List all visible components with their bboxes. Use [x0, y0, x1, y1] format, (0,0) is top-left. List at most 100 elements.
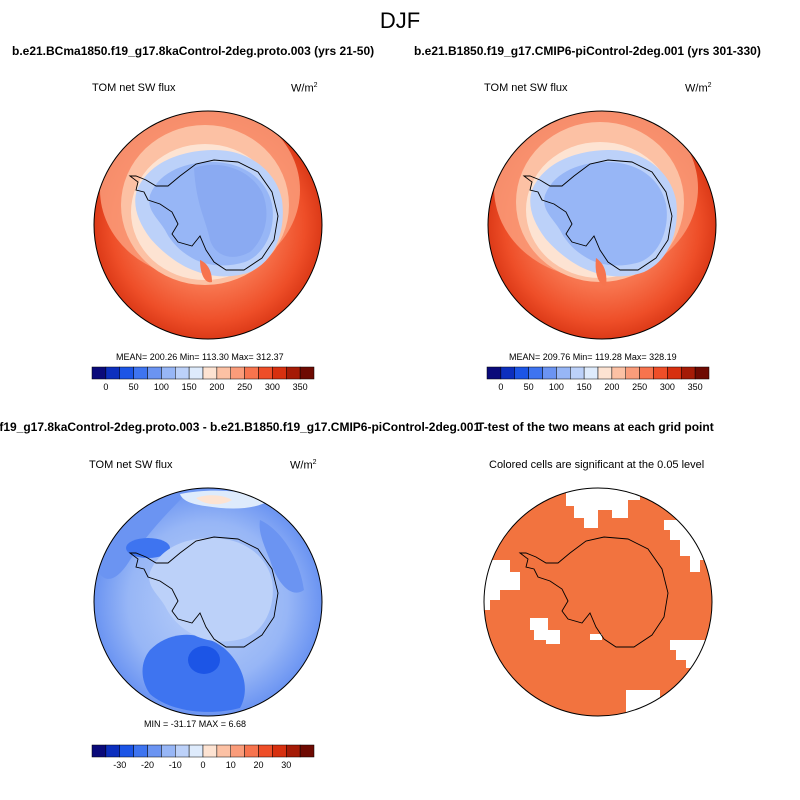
colorbar-difference-swatch-0 [91, 744, 107, 758]
variable-label-control: TOM net SW flux [92, 82, 176, 94]
colorbar-difference-swatch-14 [286, 744, 301, 758]
panel-title-difference: .f19_g17.8kaControl-2deg.proto.003 - b.e… [0, 420, 481, 434]
colorbar-control-swatch-9 [216, 366, 231, 380]
colorbar-difference: -30 -20 -10 0 10 20 30 [91, 744, 315, 770]
colorbar-control-tick-label: 350 [293, 382, 308, 392]
colorbar-cmip6-swatch-11 [639, 366, 654, 380]
colorbar-control-swatch-3 [133, 366, 148, 380]
colorbar-cmip6-tick-label: 0 [498, 382, 503, 392]
map-control [94, 111, 322, 339]
colorbar-cmip6-swatch-8 [597, 366, 613, 380]
colorbar-control-swatch-7 [188, 366, 204, 380]
units-label-difference: W/m2 [290, 459, 317, 472]
colorbar-control-swatch-8 [202, 366, 218, 380]
colorbar-cmip6-swatch-1 [500, 366, 515, 380]
colorbar-cmip6-tick-label: 300 [660, 382, 675, 392]
colorbar-cmip6-swatch-6 [570, 366, 585, 380]
map-border-cmip6 [487, 110, 717, 340]
colorbar-cmip6-tick-label: 100 [549, 382, 564, 392]
map-border-ttest [483, 487, 713, 717]
colorbar-difference-swatch-8 [202, 744, 218, 758]
colorbar-cmip6-swatch-4 [542, 366, 557, 380]
colorbar-difference-swatch-4 [147, 744, 162, 758]
insignificant-west-ttest [484, 560, 520, 610]
colorbar-difference-tick-label: 0 [200, 760, 205, 770]
colorbar-cmip6-swatch-15 [694, 366, 710, 380]
insignificant-south-ttest [626, 690, 660, 716]
colorbar-control-tick-label: 250 [237, 382, 252, 392]
field-negative-south-difference [142, 634, 245, 712]
significant-field-ttest [484, 488, 712, 716]
colorbar-difference-swatch-3 [133, 744, 148, 758]
panel-title-cmip6: b.e21.B1850.f19_g17.CMIP6-piControl-2deg… [414, 44, 761, 58]
colorbar-cmip6-swatch-13 [667, 366, 682, 380]
colorbar-cmip6-swatch-12 [653, 366, 668, 380]
map-cmip6 [488, 111, 716, 339]
stats-control: MEAN= 200.26 Min= 113.30 Max= 312.37 [116, 352, 284, 362]
insignificant-cell-ttest [590, 634, 602, 640]
colorbar-control-swatch-2 [119, 366, 134, 380]
colorbar-control-tick-label: 50 [129, 382, 139, 392]
colorbar-control-swatch-13 [272, 366, 287, 380]
colorbar-cmip6-swatch-14 [681, 366, 696, 380]
colorbar-difference-tick-label: -10 [169, 760, 182, 770]
colorbar-difference-tick-label: 10 [226, 760, 236, 770]
stats-cmip6: MEAN= 209.76 Min= 119.28 Max= 328.19 [509, 352, 677, 362]
colorbar-difference-swatch-5 [161, 744, 176, 758]
colorbar-difference-swatch-15 [299, 744, 315, 758]
panel-title-ttest: T-test of the two means at each grid poi… [477, 420, 714, 434]
colorbar-difference-swatch-13 [272, 744, 287, 758]
colorbar-difference-swatch-11 [244, 744, 259, 758]
coastline-difference [128, 536, 279, 648]
colorbar-cmip6-swatch-0 [486, 366, 502, 380]
variable-label-difference: TOM net SW flux [89, 459, 173, 471]
colorbar-control-tick-label: 150 [182, 382, 197, 392]
units-label-cmip6: W/m2 [685, 82, 712, 95]
colorbar-cmip6-tick-label: 50 [524, 382, 534, 392]
map-difference [94, 488, 322, 716]
insignificant-peninsula-ttest [530, 618, 560, 644]
field-positive-north-difference [196, 495, 232, 505]
map-ttest [484, 488, 712, 716]
colorbar-cmip6-swatch-2 [514, 366, 529, 380]
colorbar-difference-swatch-1 [105, 744, 120, 758]
colorbar-control-swatch-11 [244, 366, 259, 380]
colorbar-control-tick-label: 100 [154, 382, 169, 392]
insignificant-north-ttest [566, 488, 640, 528]
colorbar-difference-swatch-10 [230, 744, 245, 758]
colorbar-difference-swatch-9 [216, 744, 231, 758]
colorbar-difference-swatch-7 [188, 744, 204, 758]
field-continent-cmip6 [544, 162, 667, 266]
colorbar-difference-swatch-12 [258, 744, 273, 758]
colorbar-cmip6-swatch-7 [583, 366, 599, 380]
colorbar-cmip6-swatch-5 [556, 366, 571, 380]
colorbar-cmip6-swatch-10 [625, 366, 640, 380]
colorbar-control-swatch-14 [286, 366, 301, 380]
coastline-control [128, 159, 279, 271]
colorbar-cmip6-tick-label: 350 [688, 382, 703, 392]
colorbar-control-tick-label: 0 [103, 382, 108, 392]
colorbar-cmip6-tick-label: 150 [577, 382, 592, 392]
colorbar-control-swatch-4 [147, 366, 162, 380]
field-min-south-difference [188, 646, 220, 674]
map-border-control [93, 110, 323, 340]
colorbar-difference-tick-label: 20 [253, 760, 263, 770]
colorbar-control: 0 50 100 150 200 250 300 350 [91, 366, 315, 392]
coastline-cmip6 [522, 159, 673, 271]
colorbar-difference-swatch-6 [175, 744, 190, 758]
ttest-subtitle: Colored cells are significant at the 0.0… [489, 459, 705, 471]
field-rosssea-cmip6 [595, 258, 607, 286]
colorbar-control-swatch-6 [175, 366, 190, 380]
field-plateau-control [194, 164, 267, 257]
field-negative-east-difference [259, 520, 304, 593]
colorbar-difference-tick-label: 30 [281, 760, 291, 770]
map-border-difference [93, 487, 323, 717]
colorbar-control-swatch-15 [299, 366, 315, 380]
field-rosssea-control [200, 260, 212, 283]
colorbar-control-swatch-0 [91, 366, 107, 380]
field-negative-west-difference [94, 490, 190, 579]
variable-label-cmip6: TOM net SW flux [484, 82, 568, 94]
colorbar-control-tick-label: 300 [265, 382, 280, 392]
colorbar-cmip6-swatch-9 [611, 366, 626, 380]
